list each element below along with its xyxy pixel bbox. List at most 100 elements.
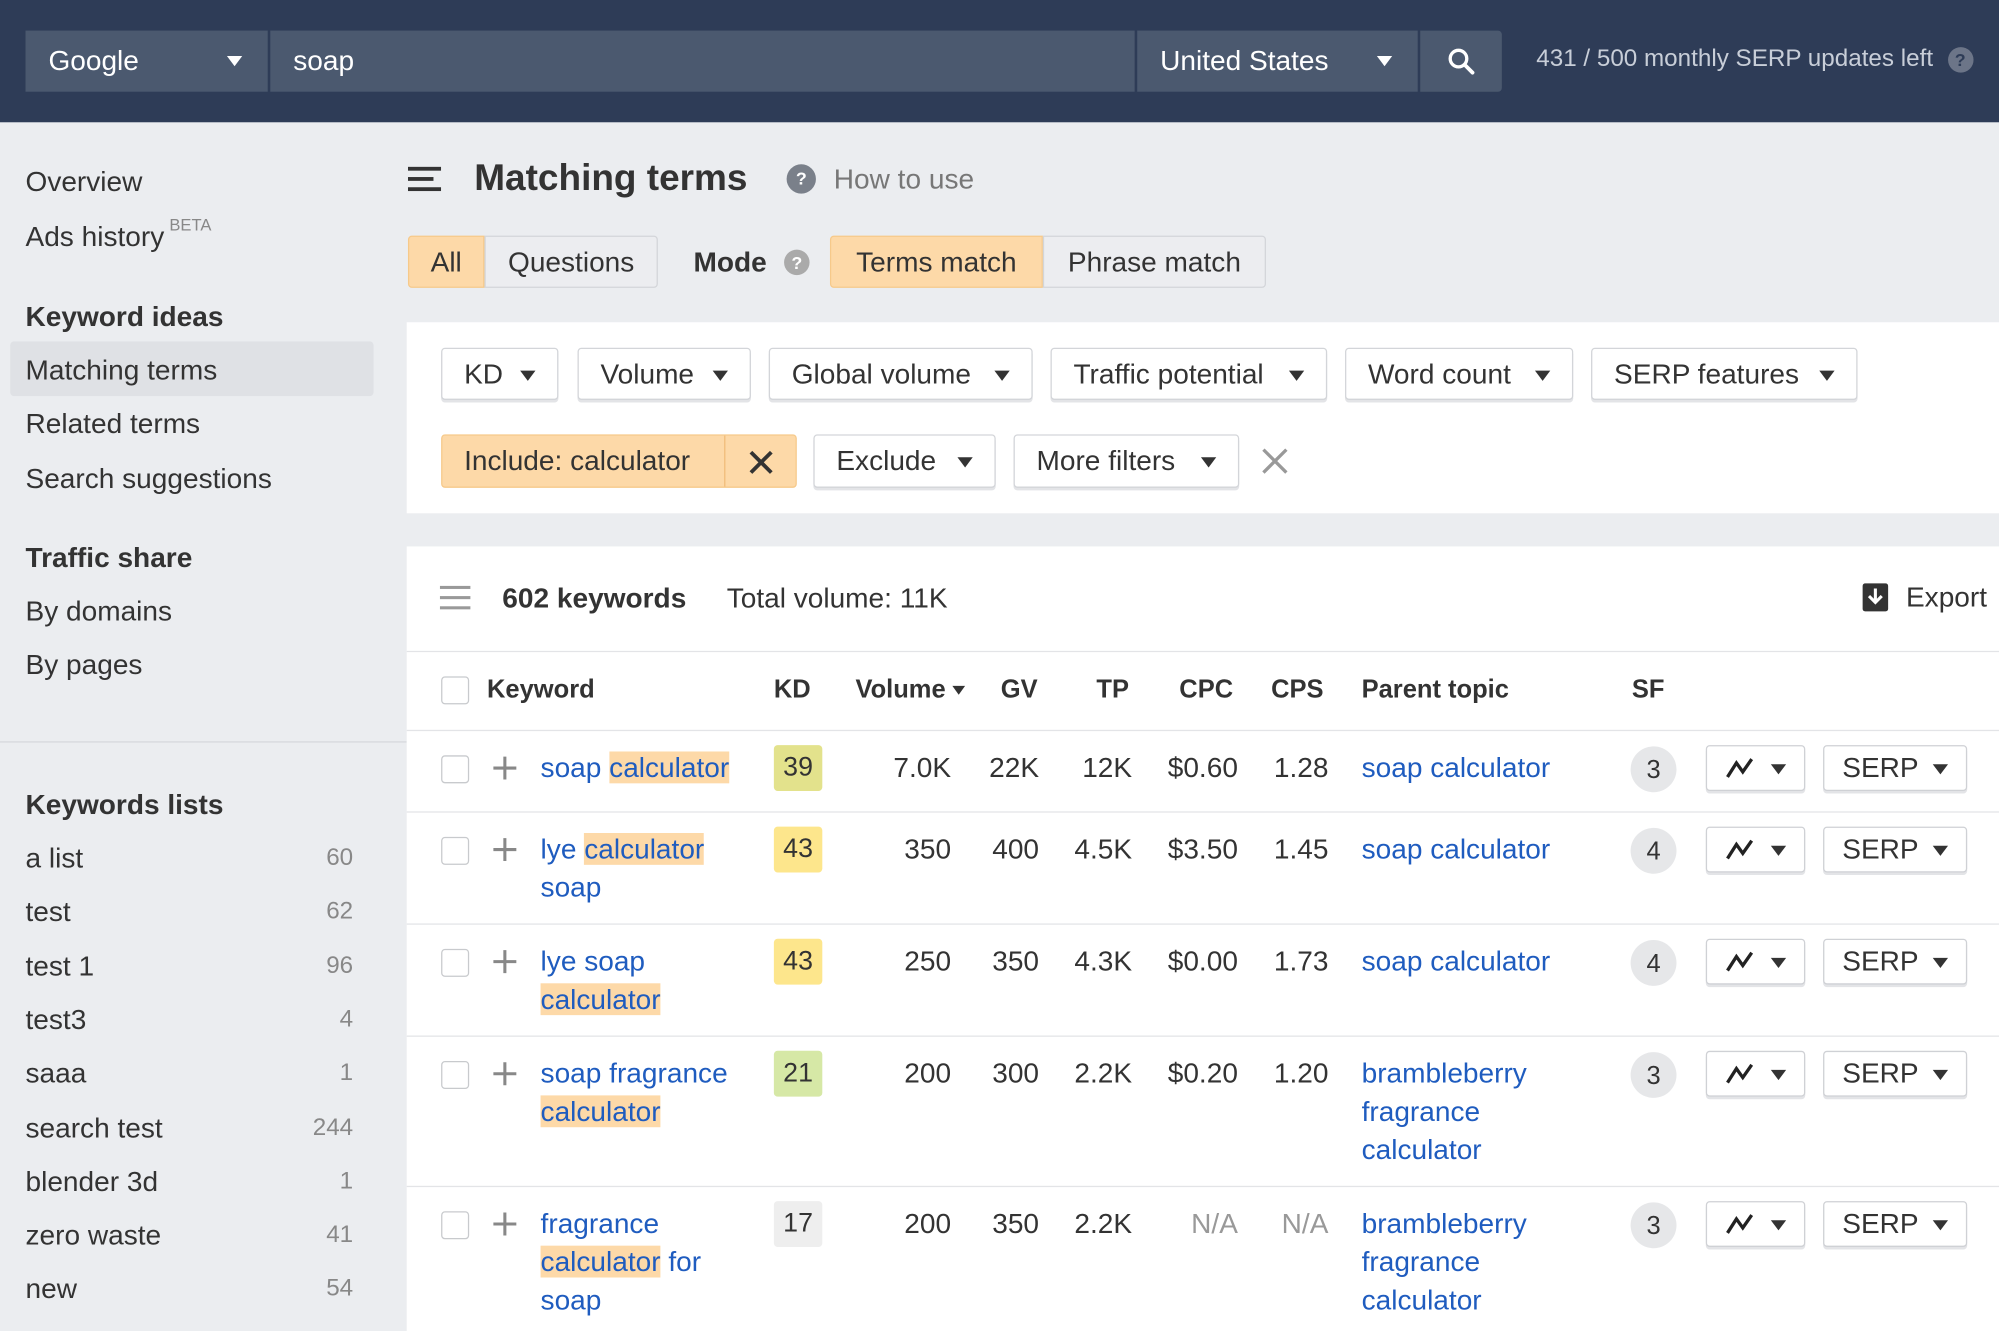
tab-all[interactable]: All: [407, 235, 485, 288]
include-filter-chip[interactable]: Include: calculator: [441, 434, 797, 488]
column-header-sf[interactable]: SF: [1631, 675, 1665, 704]
add-to-list-icon[interactable]: [492, 755, 517, 780]
select-all-checkbox[interactable]: [441, 676, 470, 705]
column-header-gv[interactable]: GV: [1000, 675, 1038, 704]
parent-topic-link[interactable]: soap calculator: [1361, 945, 1551, 977]
close-icon[interactable]: [748, 450, 773, 475]
filter-traffic-potential[interactable]: Traffic potential: [1050, 347, 1328, 400]
keyword-list-item[interactable]: saaa 1: [25, 1057, 353, 1090]
filter-label: Include: calculator: [464, 444, 691, 477]
export-label: Export: [1905, 580, 1988, 613]
serp-features-count[interactable]: 3: [1630, 1202, 1677, 1249]
serp-features-count[interactable]: 3: [1630, 1052, 1677, 1098]
row-checkbox[interactable]: [441, 1060, 470, 1090]
help-icon[interactable]: ?: [1947, 47, 1973, 73]
trend-button[interactable]: [1705, 1050, 1806, 1097]
list-name: blender 3d: [25, 1165, 159, 1198]
serp-button[interactable]: SERP: [1823, 745, 1968, 791]
add-to-list-icon[interactable]: [492, 1211, 517, 1236]
serp-button[interactable]: SERP: [1823, 1201, 1968, 1247]
row-checkbox[interactable]: [441, 1211, 470, 1240]
filter-serp-features[interactable]: SERP features: [1591, 347, 1858, 400]
keyword-list-item[interactable]: test 62: [25, 896, 353, 929]
serp-label: SERP: [1842, 1207, 1919, 1240]
column-header-cps[interactable]: CPS: [1271, 675, 1324, 704]
serp-features-count[interactable]: 4: [1630, 827, 1677, 874]
serp-features-count[interactable]: 3: [1630, 746, 1677, 793]
gv-value: 22K: [989, 751, 1040, 784]
parent-topic-link[interactable]: soap calculator: [1361, 832, 1551, 865]
list-name: search test: [25, 1111, 163, 1144]
list-count: 62: [326, 898, 354, 926]
mode-phrase-match[interactable]: Phrase match: [1042, 235, 1266, 288]
serp-button[interactable]: SERP: [1823, 1050, 1968, 1097]
kd-badge: 21: [773, 1050, 823, 1097]
columns-menu-icon[interactable]: [439, 585, 471, 610]
keyword-list-item[interactable]: new 54: [25, 1273, 353, 1306]
row-checkbox[interactable]: [441, 836, 470, 865]
gv-value: 350: [992, 945, 1040, 977]
search-button[interactable]: [1420, 30, 1502, 92]
keyword-list-item[interactable]: search test 244: [25, 1111, 353, 1144]
how-to-use-link[interactable]: How to use: [833, 163, 975, 195]
export-button[interactable]: Export: [1861, 581, 1987, 614]
tab-questions[interactable]: Questions: [484, 235, 658, 288]
keyword-link[interactable]: soap calculator: [541, 749, 751, 787]
column-header-cpc[interactable]: CPC: [1179, 675, 1234, 704]
cpc-value: $0.20: [1167, 1057, 1238, 1090]
kd-badge: 17: [773, 1201, 823, 1247]
sidebar-item-ads-history[interactable]: Ads history BETA: [25, 215, 211, 253]
sidebar-item-matching-terms[interactable]: Matching terms: [25, 354, 218, 386]
keyword-list-item[interactable]: zero waste 41: [25, 1219, 353, 1252]
keyword-list-item[interactable]: blender 3d 1: [25, 1165, 353, 1198]
parent-topic-link[interactable]: brambleberry fragrance calculator: [1361, 1207, 1527, 1316]
row-checkbox[interactable]: [441, 948, 470, 977]
clear-filters-icon[interactable]: [1261, 447, 1289, 475]
menu-icon[interactable]: [407, 166, 442, 194]
sidebar-item-by-pages[interactable]: By pages: [25, 648, 143, 681]
keyword-list-item[interactable]: a list 60: [25, 842, 353, 875]
keyword-input[interactable]: soap: [270, 30, 1135, 92]
row-checkbox[interactable]: [441, 755, 470, 784]
filter-global-volume[interactable]: Global volume: [768, 347, 1033, 400]
sidebar-item-related-terms[interactable]: Related terms: [25, 407, 201, 440]
help-icon[interactable]: ?: [784, 249, 810, 276]
trend-button[interactable]: [1705, 938, 1806, 985]
filter-exclude[interactable]: Exclude: [813, 434, 996, 488]
column-header-keyword[interactable]: Keyword: [487, 675, 595, 704]
trend-button[interactable]: [1705, 1201, 1806, 1247]
filter-kd[interactable]: KD: [441, 347, 559, 400]
column-header-volume[interactable]: Volume: [855, 676, 966, 705]
mode-terms-match[interactable]: Terms match: [829, 235, 1043, 288]
keyword-link[interactable]: soap fragrance calculator: [540, 1055, 751, 1131]
column-header-parent-topic[interactable]: Parent topic: [1361, 675, 1509, 704]
country-select[interactable]: United States: [1137, 30, 1418, 92]
sidebar-item-overview[interactable]: Overview: [25, 165, 143, 198]
add-to-list-icon[interactable]: [492, 1061, 517, 1086]
sidebar-item-by-domains[interactable]: By domains: [25, 594, 173, 627]
column-header-kd[interactable]: KD: [773, 675, 811, 704]
keyword-link[interactable]: lye calculator soap: [541, 830, 751, 906]
help-icon[interactable]: ?: [786, 164, 816, 194]
trend-button[interactable]: [1705, 745, 1806, 791]
filter-more-filters[interactable]: More filters: [1013, 434, 1240, 488]
parent-topic-link[interactable]: soap calculator: [1361, 751, 1551, 784]
trend-button[interactable]: [1705, 826, 1806, 873]
keyword-list-item[interactable]: test 1 96: [25, 950, 353, 983]
keyword-link[interactable]: fragrance calculator for soap: [540, 1205, 751, 1320]
parent-topic-link[interactable]: brambleberry fragrance calculator: [1361, 1057, 1527, 1166]
chevron-down-icon: [1770, 845, 1787, 856]
filter-word-count[interactable]: Word count: [1345, 347, 1574, 400]
serp-button[interactable]: SERP: [1823, 826, 1968, 873]
filter-volume[interactable]: Volume: [577, 347, 751, 400]
serp-features-count[interactable]: 4: [1630, 939, 1677, 986]
sidebar-item-search-suggestions[interactable]: Search suggestions: [25, 462, 272, 495]
keyword-link[interactable]: lye soap calculator: [540, 943, 751, 1019]
column-header-tp[interactable]: TP: [1096, 675, 1130, 704]
add-to-list-icon[interactable]: [492, 837, 517, 862]
search-engine-select[interactable]: Google: [25, 30, 268, 92]
keyword-list-item[interactable]: test3 4: [25, 1004, 353, 1037]
serp-button[interactable]: SERP: [1823, 938, 1968, 985]
chevron-down-icon: [1819, 370, 1835, 381]
add-to-list-icon[interactable]: [492, 949, 517, 974]
